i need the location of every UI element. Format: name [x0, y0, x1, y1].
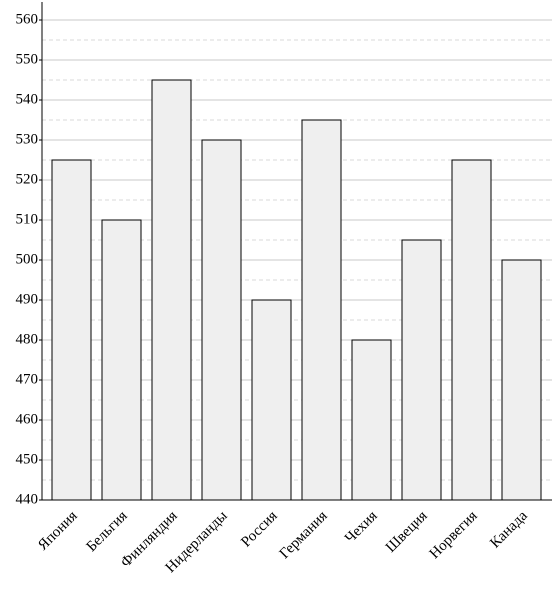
x-tick-label: Норвегия — [427, 508, 481, 562]
x-tick-label: Чехия — [342, 508, 381, 547]
y-tick-label: 560 — [16, 11, 39, 27]
x-tick-label: Швеция — [383, 508, 431, 556]
bar — [251, 299, 292, 501]
y-tick-label: 550 — [16, 51, 39, 67]
y-tick-label: 470 — [16, 371, 39, 387]
y-tick-label: 490 — [16, 291, 39, 307]
y-tick-label: 450 — [16, 451, 39, 467]
y-tick-label: 500 — [16, 251, 39, 267]
x-tick-label: Россия — [238, 508, 281, 551]
bar — [201, 139, 242, 501]
bar — [351, 339, 392, 501]
x-tick-label: Германия — [277, 508, 331, 562]
y-tick-label: 530 — [16, 131, 39, 147]
y-tick-label: 480 — [16, 331, 39, 347]
bar — [151, 79, 192, 501]
y-tick-label: 520 — [16, 171, 39, 187]
bar — [401, 239, 442, 501]
y-tick-label: 510 — [16, 211, 39, 227]
x-tick-label: Бельгия — [84, 508, 131, 555]
y-tick-label: 540 — [16, 91, 39, 107]
x-tick-label: Япония — [35, 508, 81, 554]
y-tick-label: 440 — [16, 491, 39, 507]
x-tick-label: Канада — [487, 508, 531, 552]
bar — [501, 259, 542, 501]
y-tick-label: 460 — [16, 411, 39, 427]
bar — [301, 119, 342, 501]
bar — [51, 159, 92, 501]
bar — [101, 219, 142, 501]
bar — [451, 159, 492, 501]
